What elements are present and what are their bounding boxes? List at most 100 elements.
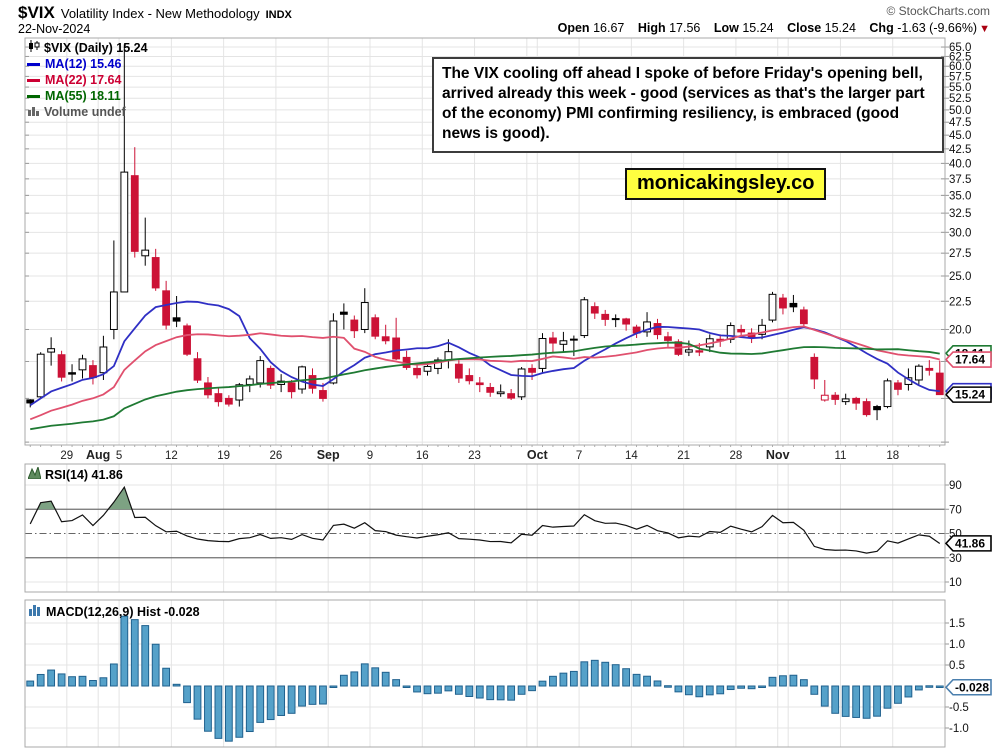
svg-text:14: 14 (625, 450, 638, 462)
svg-text:70: 70 (949, 504, 962, 516)
svg-text:41.86: 41.86 (955, 536, 985, 550)
rsi-panel-border (24, 463, 946, 593)
high-value: 17.56 (669, 21, 701, 35)
chg-down-icon[interactable]: ▼ (979, 23, 990, 35)
svg-text:26: 26 (270, 450, 283, 462)
open-label: Open (557, 21, 590, 35)
svg-text:55.0: 55.0 (949, 82, 971, 94)
svg-text:20.0: 20.0 (949, 324, 971, 336)
main-x-axis-labels: 29 Aug 5 12 19 26 Sep 9 16 23 Oct 7 14 21 28 Nov 11 18 (60, 448, 899, 462)
svg-text:32.5: 32.5 (949, 208, 971, 220)
svg-text:27.5: 27.5 (949, 248, 971, 260)
svg-text:-0.028: -0.028 (955, 680, 989, 694)
svg-text:9: 9 (367, 450, 373, 462)
legend-ma55-label: MA(55) 18.11 (45, 89, 121, 103)
open-value: 16.67 (593, 21, 625, 35)
svg-text:18: 18 (886, 450, 899, 462)
symbol-exchange: INDX (265, 9, 292, 21)
ma22-line-icon (27, 78, 40, 82)
rsi-title-label: RSI(14) 41.86 (45, 467, 123, 482)
annotation-box: The VIX cooling off ahead I spoke of bef… (432, 57, 944, 153)
svg-text:5: 5 (116, 450, 122, 462)
price-tag: 41.86 (944, 535, 992, 552)
close-value: 15.24 (824, 21, 856, 35)
svg-text:Sep: Sep (317, 448, 340, 462)
svg-text:45.0: 45.0 (949, 130, 971, 142)
legend-main-label: $VIX (Daily) 15.24 (44, 41, 148, 55)
svg-text:-1.0: -1.0 (949, 723, 969, 735)
svg-text:15.24: 15.24 (955, 388, 985, 402)
svg-text:37.5: 37.5 (949, 174, 971, 186)
svg-text:1.0: 1.0 (949, 639, 965, 651)
svg-text:62.5: 62.5 (949, 51, 971, 63)
svg-text:Aug: Aug (86, 448, 110, 462)
quote-row: Open 16.67 High 17.56 Low 15.24 Close 15… (548, 21, 990, 35)
legend-ma22-label: MA(22) 17.64 (45, 73, 122, 87)
macd-title-label: MACD(12,26,9) Hist -0.028 (46, 604, 200, 619)
svg-text:30.0: 30.0 (949, 227, 971, 239)
rsi-icon (27, 465, 42, 482)
price-tag: 17.64 (944, 351, 992, 368)
candlestick-series (26, 44, 944, 421)
stockcharts-credit: © StockCharts.com (886, 4, 990, 18)
chart-date: 22-Nov-2024 (18, 22, 91, 36)
price-tag: 15.24 (944, 386, 992, 403)
macd-panel-title: MACD(12,26,9) Hist -0.028 (28, 604, 200, 619)
watermark-badge: monicakingsley.co (625, 168, 827, 200)
price-plot-icon (27, 40, 40, 56)
svg-text:35.0: 35.0 (949, 190, 971, 202)
ma55-line-icon (27, 94, 40, 98)
svg-text:65.0: 65.0 (949, 42, 971, 54)
macd-panel: 1.5 1.0 0.5 -0.5 -1.0 (24, 599, 969, 748)
svg-text:11: 11 (834, 450, 846, 462)
svg-text:Oct: Oct (527, 448, 549, 462)
main-y-axis-labels: 65.062.560.057.555.052.550.047.545.0 42.5… (949, 42, 971, 336)
symbol-name: Volatility Index - New Methodology (60, 6, 260, 21)
svg-text:52.5: 52.5 (949, 93, 971, 105)
svg-text:21: 21 (677, 450, 690, 462)
svg-text:40.0: 40.0 (949, 158, 971, 170)
chart-header: $VIX Volatility Index - New Methodology IN… (18, 3, 292, 23)
svg-text:29: 29 (60, 450, 73, 462)
legend-volume-label: Volume undef (44, 105, 126, 119)
low-value: 15.24 (742, 21, 774, 35)
svg-text:7: 7 (576, 450, 582, 462)
low-label: Low (713, 21, 739, 35)
ma12-line-icon (27, 62, 40, 66)
svg-text:60.0: 60.0 (949, 61, 971, 73)
ma22-line (29, 325, 940, 421)
ma55-line (30, 341, 940, 431)
svg-text:22.5: 22.5 (949, 296, 971, 308)
svg-text:57.5: 57.5 (949, 71, 971, 83)
svg-text:90: 90 (949, 480, 962, 492)
price-tag: -0.028 (944, 678, 992, 696)
svg-text:-0.5: -0.5 (949, 702, 969, 714)
volume-icon (27, 104, 40, 120)
rsi-panel-title: RSI(14) 41.86 (27, 465, 123, 482)
svg-text:10: 10 (949, 577, 962, 589)
ma12-line (29, 300, 940, 407)
legend-ma12-label: MA(12) 15.46 (45, 57, 122, 71)
svg-text:28: 28 (730, 450, 743, 462)
svg-text:Nov: Nov (766, 448, 790, 462)
main-panel-border (24, 37, 946, 446)
svg-text:19: 19 (217, 450, 230, 462)
svg-text:12: 12 (165, 450, 178, 462)
svg-text:23: 23 (468, 450, 481, 462)
chart-legend: $VIX (Daily) 15.24 MA(12) 15.46 MA(22) 1… (27, 40, 148, 120)
macd-panel-border (24, 599, 946, 748)
svg-text:17.64: 17.64 (955, 353, 985, 367)
chg-value: -1.63 (-9.66%) (897, 21, 978, 35)
svg-text:42.5: 42.5 (949, 144, 971, 156)
macd-icon (28, 604, 42, 619)
svg-text:25.0: 25.0 (949, 271, 971, 283)
high-label: High (637, 21, 666, 35)
svg-text:30: 30 (949, 553, 962, 565)
svg-text:0.5: 0.5 (949, 660, 965, 672)
rsi-line (29, 485, 941, 554)
chg-label: Chg (869, 21, 894, 35)
svg-text:50.0: 50.0 (949, 105, 971, 117)
symbol: $VIX (18, 3, 55, 22)
